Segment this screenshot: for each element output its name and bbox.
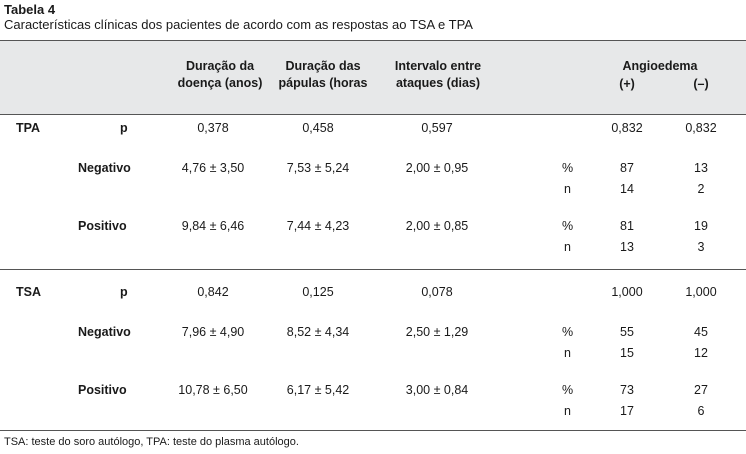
group-label: TPA	[16, 121, 41, 135]
p-value-label: p	[120, 121, 128, 135]
table-cell: 6,17 ± 5,42	[286, 383, 350, 397]
table-cell: 4,76 ± 3,50	[181, 161, 245, 175]
table-bottom-rule	[0, 430, 746, 431]
row-label: Positivo	[78, 383, 127, 397]
table-cell: 7,96 ± 4,90	[181, 325, 245, 339]
table-cell: 87	[620, 161, 634, 175]
p-value-cell: 1,000	[611, 285, 643, 299]
row-label: Negativo	[78, 325, 131, 339]
p-value-cell: 1,000	[685, 285, 717, 299]
p-value-cell: 0,597	[421, 121, 453, 135]
table-caption: Características clínicas dos pacientes d…	[4, 17, 473, 32]
table-cell: 19	[694, 219, 708, 233]
table-cell: 45	[694, 325, 708, 339]
p-value-label: p	[120, 285, 128, 299]
table-cell: 14	[620, 182, 634, 196]
p-value-cell: 0,125	[302, 285, 334, 299]
group-label: TSA	[16, 285, 41, 299]
percent-label: %	[562, 161, 574, 175]
table-footnote: TSA: teste do soro autólogo, TPA: teste …	[4, 436, 299, 448]
table-cell: 3	[697, 240, 705, 254]
row-label: Positivo	[78, 219, 127, 233]
table-title: Tabela 4	[4, 2, 56, 17]
header-angioedema-pos: (+)	[619, 77, 635, 91]
table-cell: 9,84 ± 6,46	[181, 219, 245, 233]
percent-label: %	[562, 325, 574, 339]
count-label: n	[564, 404, 571, 418]
count-label: n	[564, 346, 571, 360]
p-value-cell: 0,078	[421, 285, 453, 299]
table-cell: 8,52 ± 4,34	[286, 325, 350, 339]
percent-label: %	[562, 383, 574, 397]
header-duracao-doenca: Duração da doença (anos)	[177, 59, 263, 90]
table-cell: 73	[620, 383, 634, 397]
percent-label: %	[562, 219, 574, 233]
table-cell: 15	[620, 346, 634, 360]
p-value-cell: 0,458	[302, 121, 334, 135]
header-angioedema: Angioedema	[622, 59, 698, 73]
table-cell: 13	[620, 240, 634, 254]
header-angioedema-neg: (–)	[693, 77, 709, 91]
table-cell: 2	[697, 182, 705, 196]
table-cell: 2,50 ± 1,29	[405, 325, 469, 339]
table-cell: 7,44 ± 4,23	[286, 219, 350, 233]
table-cell: 10,78 ± 6,50	[178, 383, 248, 397]
p-value-cell: 0,842	[197, 285, 229, 299]
header-duracao-papulas: Duração das pápulas (horas	[278, 59, 368, 90]
row-label: Negativo	[78, 161, 131, 175]
table-cell: 6	[697, 404, 705, 418]
table-cell: 12	[694, 346, 708, 360]
table-cell: 2,00 ± 0,95	[405, 161, 469, 175]
table-header	[0, 40, 746, 115]
count-label: n	[564, 182, 571, 196]
p-value-cell: 0,832	[685, 121, 717, 135]
header-intervalo-ataques: Intervalo entre ataques (dias)	[394, 59, 482, 90]
count-label: n	[564, 240, 571, 254]
group-separator	[0, 269, 746, 270]
p-value-cell: 0,378	[197, 121, 229, 135]
table-cell: 27	[694, 383, 708, 397]
table-cell: 7,53 ± 5,24	[286, 161, 350, 175]
table-cell: 81	[620, 219, 634, 233]
table-cell: 17	[620, 404, 634, 418]
p-value-cell: 0,832	[611, 121, 643, 135]
table-cell: 3,00 ± 0,84	[405, 383, 469, 397]
table-cell: 55	[620, 325, 634, 339]
table-cell: 13	[694, 161, 708, 175]
table-cell: 2,00 ± 0,85	[405, 219, 469, 233]
